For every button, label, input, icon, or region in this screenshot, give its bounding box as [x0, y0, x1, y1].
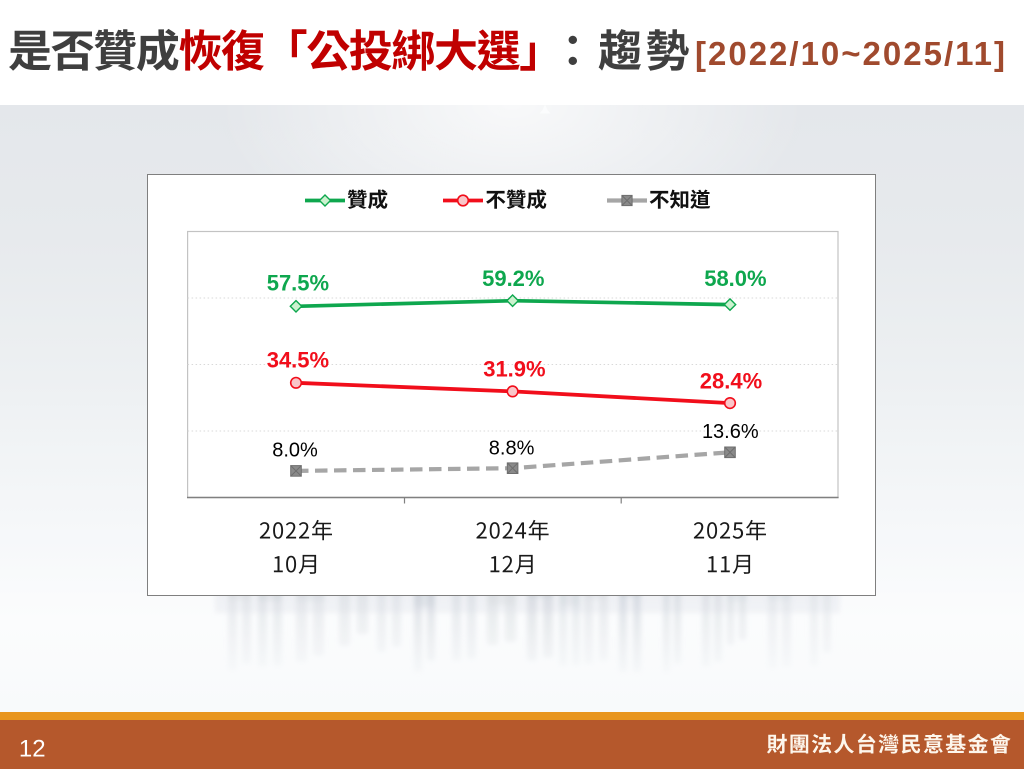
svg-text:8.0%: 8.0%: [272, 439, 318, 461]
svg-text:31.9%: 31.9%: [483, 356, 545, 381]
svg-text:59.2%: 59.2%: [482, 265, 544, 290]
svg-text:13.6%: 13.6%: [702, 421, 759, 443]
svg-text:57.5%: 57.5%: [267, 270, 329, 295]
svg-text:[2022/10~2025/11]: [2022/10~2025/11]: [695, 35, 1007, 72]
svg-text:34.5%: 34.5%: [267, 347, 329, 372]
svg-text:12: 12: [19, 735, 46, 762]
svg-text:28.4%: 28.4%: [700, 368, 762, 393]
svg-text:8.8%: 8.8%: [489, 437, 535, 459]
svg-text:58.0%: 58.0%: [704, 266, 766, 291]
